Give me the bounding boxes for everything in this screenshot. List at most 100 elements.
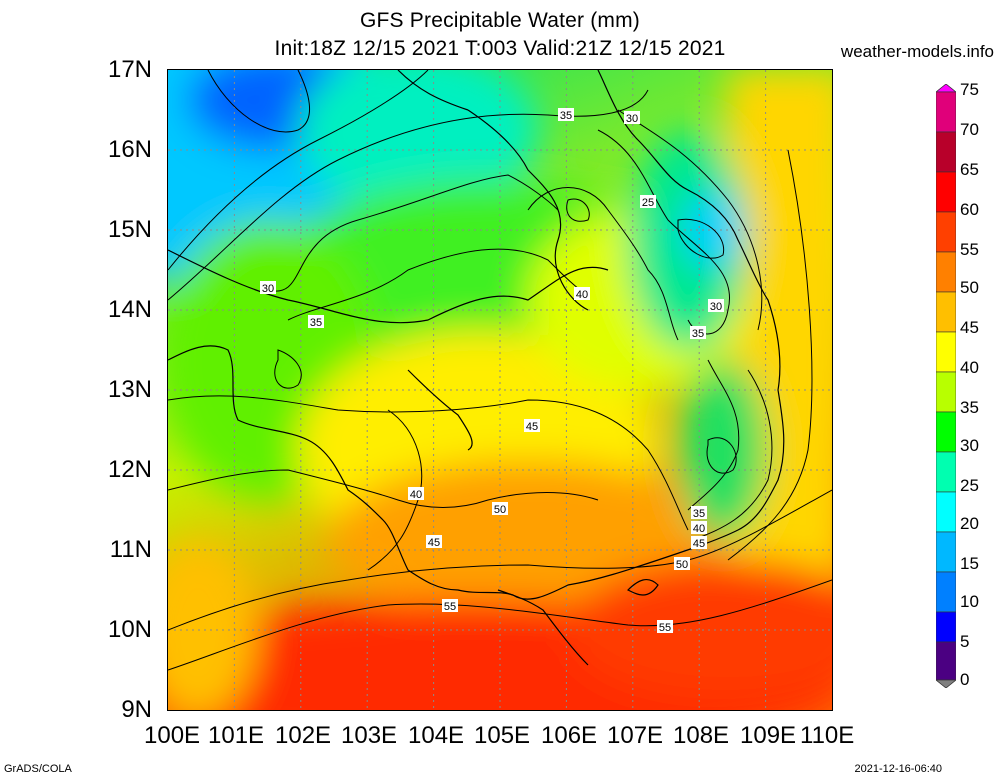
contour-label: 45 [524, 419, 540, 433]
map-canvas: 35 30 25 30 35 40 [168, 70, 832, 710]
contour-label: 30 [260, 281, 276, 295]
lat-label: 16N [107, 136, 152, 163]
colorbar-segment [936, 531, 956, 573]
contour-label-text: 40 [693, 523, 705, 535]
colorbar-label: 20 [960, 514, 979, 533]
colorbar [936, 84, 956, 688]
contour-label-text: 40 [576, 289, 588, 301]
contour-label-text: 30 [710, 301, 722, 313]
contour-label-text: 45 [526, 421, 538, 433]
lon-label: 101E [208, 722, 265, 749]
precipitable-water-map: 35 30 25 30 35 40 [167, 69, 833, 711]
lon-label: 105E [474, 722, 531, 749]
colorbar-segment [936, 641, 956, 681]
footer-timestamp: 2021-12-16-06:40 [854, 763, 942, 775]
chart-title: GFS Precipitable Water (mm) [360, 9, 640, 32]
contour-label-text: 35 [310, 317, 322, 329]
lon-label: 108E [673, 722, 730, 749]
contour-label-text: 25 [642, 197, 654, 209]
contour-label: 35 [691, 506, 707, 520]
colorbar-label: 0 [960, 670, 970, 689]
colorbar-label: 45 [960, 318, 979, 337]
chart-subtitle: Init:18Z 12/15 2021 T:003 Valid:21Z 12/1… [274, 37, 726, 60]
colorbar-segment [936, 371, 956, 413]
contour-label-text: 55 [659, 622, 671, 634]
colorbar-label: 60 [960, 200, 979, 219]
lat-label: 12N [107, 456, 152, 483]
contour-label: 40 [574, 287, 590, 301]
lat-label: 10N [107, 616, 152, 643]
contour-label: 30 [624, 111, 640, 125]
contour-label-text: 30 [262, 283, 274, 295]
colorbar-label: 55 [960, 240, 979, 259]
lon-label: 109E [740, 722, 797, 749]
colorbar-segment [936, 251, 956, 293]
contour-label: 45 [426, 535, 442, 549]
contour-label-text: 35 [560, 110, 572, 122]
contour-label: 55 [657, 620, 673, 634]
contour-label: 35 [308, 315, 324, 329]
contour-label: 40 [691, 521, 707, 535]
colorbar-label: 75 [960, 80, 979, 99]
colorbar-label: 65 [960, 160, 979, 179]
colorbar-label: 15 [960, 554, 979, 573]
pw-field [168, 70, 832, 710]
contour-label-text: 35 [692, 328, 704, 340]
lon-label: 104E [408, 722, 465, 749]
colorbar-segment [936, 331, 956, 373]
colorbar-segment [936, 451, 956, 493]
site-credit: weather-models.info [840, 42, 994, 61]
colorbar-segment [936, 171, 956, 213]
lat-label: 14N [107, 296, 152, 323]
lat-label: 11N [109, 536, 152, 563]
colorbar-label: 35 [960, 398, 979, 417]
contour-label-text: 55 [444, 601, 456, 613]
lon-label: 106E [541, 722, 598, 749]
contour-labels: 35 30 25 30 35 40 [260, 108, 724, 634]
lat-label: 15N [107, 216, 152, 243]
lat-label: 17N [107, 56, 152, 83]
colorbar-segment [936, 491, 956, 533]
contour-label: 45 [691, 536, 707, 550]
coastlines [168, 70, 785, 666]
contour-label-text: 45 [693, 538, 705, 550]
footer-credit: GrADS/COLA [4, 763, 72, 775]
colorbar-label: 25 [960, 476, 979, 495]
lon-label: 103E [341, 722, 398, 749]
colorbar-segment [936, 411, 956, 453]
lon-label: 110E [800, 722, 855, 749]
contours [168, 70, 832, 671]
lat-label: 13N [107, 376, 152, 403]
contour-label: 35 [690, 326, 706, 340]
contour-label: 50 [674, 557, 690, 571]
colorbar-label: 30 [960, 436, 979, 455]
contour-label: 55 [442, 599, 458, 613]
colorbar-top-arrow [936, 84, 956, 93]
contour-label-text: 35 [693, 508, 705, 520]
lon-label: 100E [144, 722, 201, 749]
colorbar-segment [936, 571, 956, 613]
contour-label-text: 50 [494, 504, 506, 516]
lat-label: 9N [121, 696, 152, 723]
contour-label: 30 [708, 299, 724, 313]
colorbar-bottom-arrow [936, 679, 956, 688]
colorbar-label: 5 [960, 632, 970, 651]
colorbar-label: 40 [960, 358, 979, 377]
lon-label: 107E [607, 722, 664, 749]
colorbar-segment [936, 291, 956, 333]
colorbar-label: 50 [960, 278, 979, 297]
contour-label-text: 50 [676, 559, 688, 571]
contour-label-text: 30 [626, 113, 638, 125]
contour-label-text: 45 [428, 537, 440, 549]
lon-label: 102E [275, 722, 332, 749]
colorbar-segment [936, 91, 956, 133]
contour-label: 50 [492, 502, 508, 516]
contour-label: 35 [558, 108, 574, 122]
colorbar-segment [936, 131, 956, 173]
contour-label: 25 [640, 195, 656, 209]
colorbar-segment [936, 611, 956, 643]
colorbar-label: 10 [960, 592, 979, 611]
contour-label-text: 40 [410, 489, 422, 501]
contour-label: 40 [408, 487, 424, 501]
colorbar-label: 70 [960, 120, 979, 139]
